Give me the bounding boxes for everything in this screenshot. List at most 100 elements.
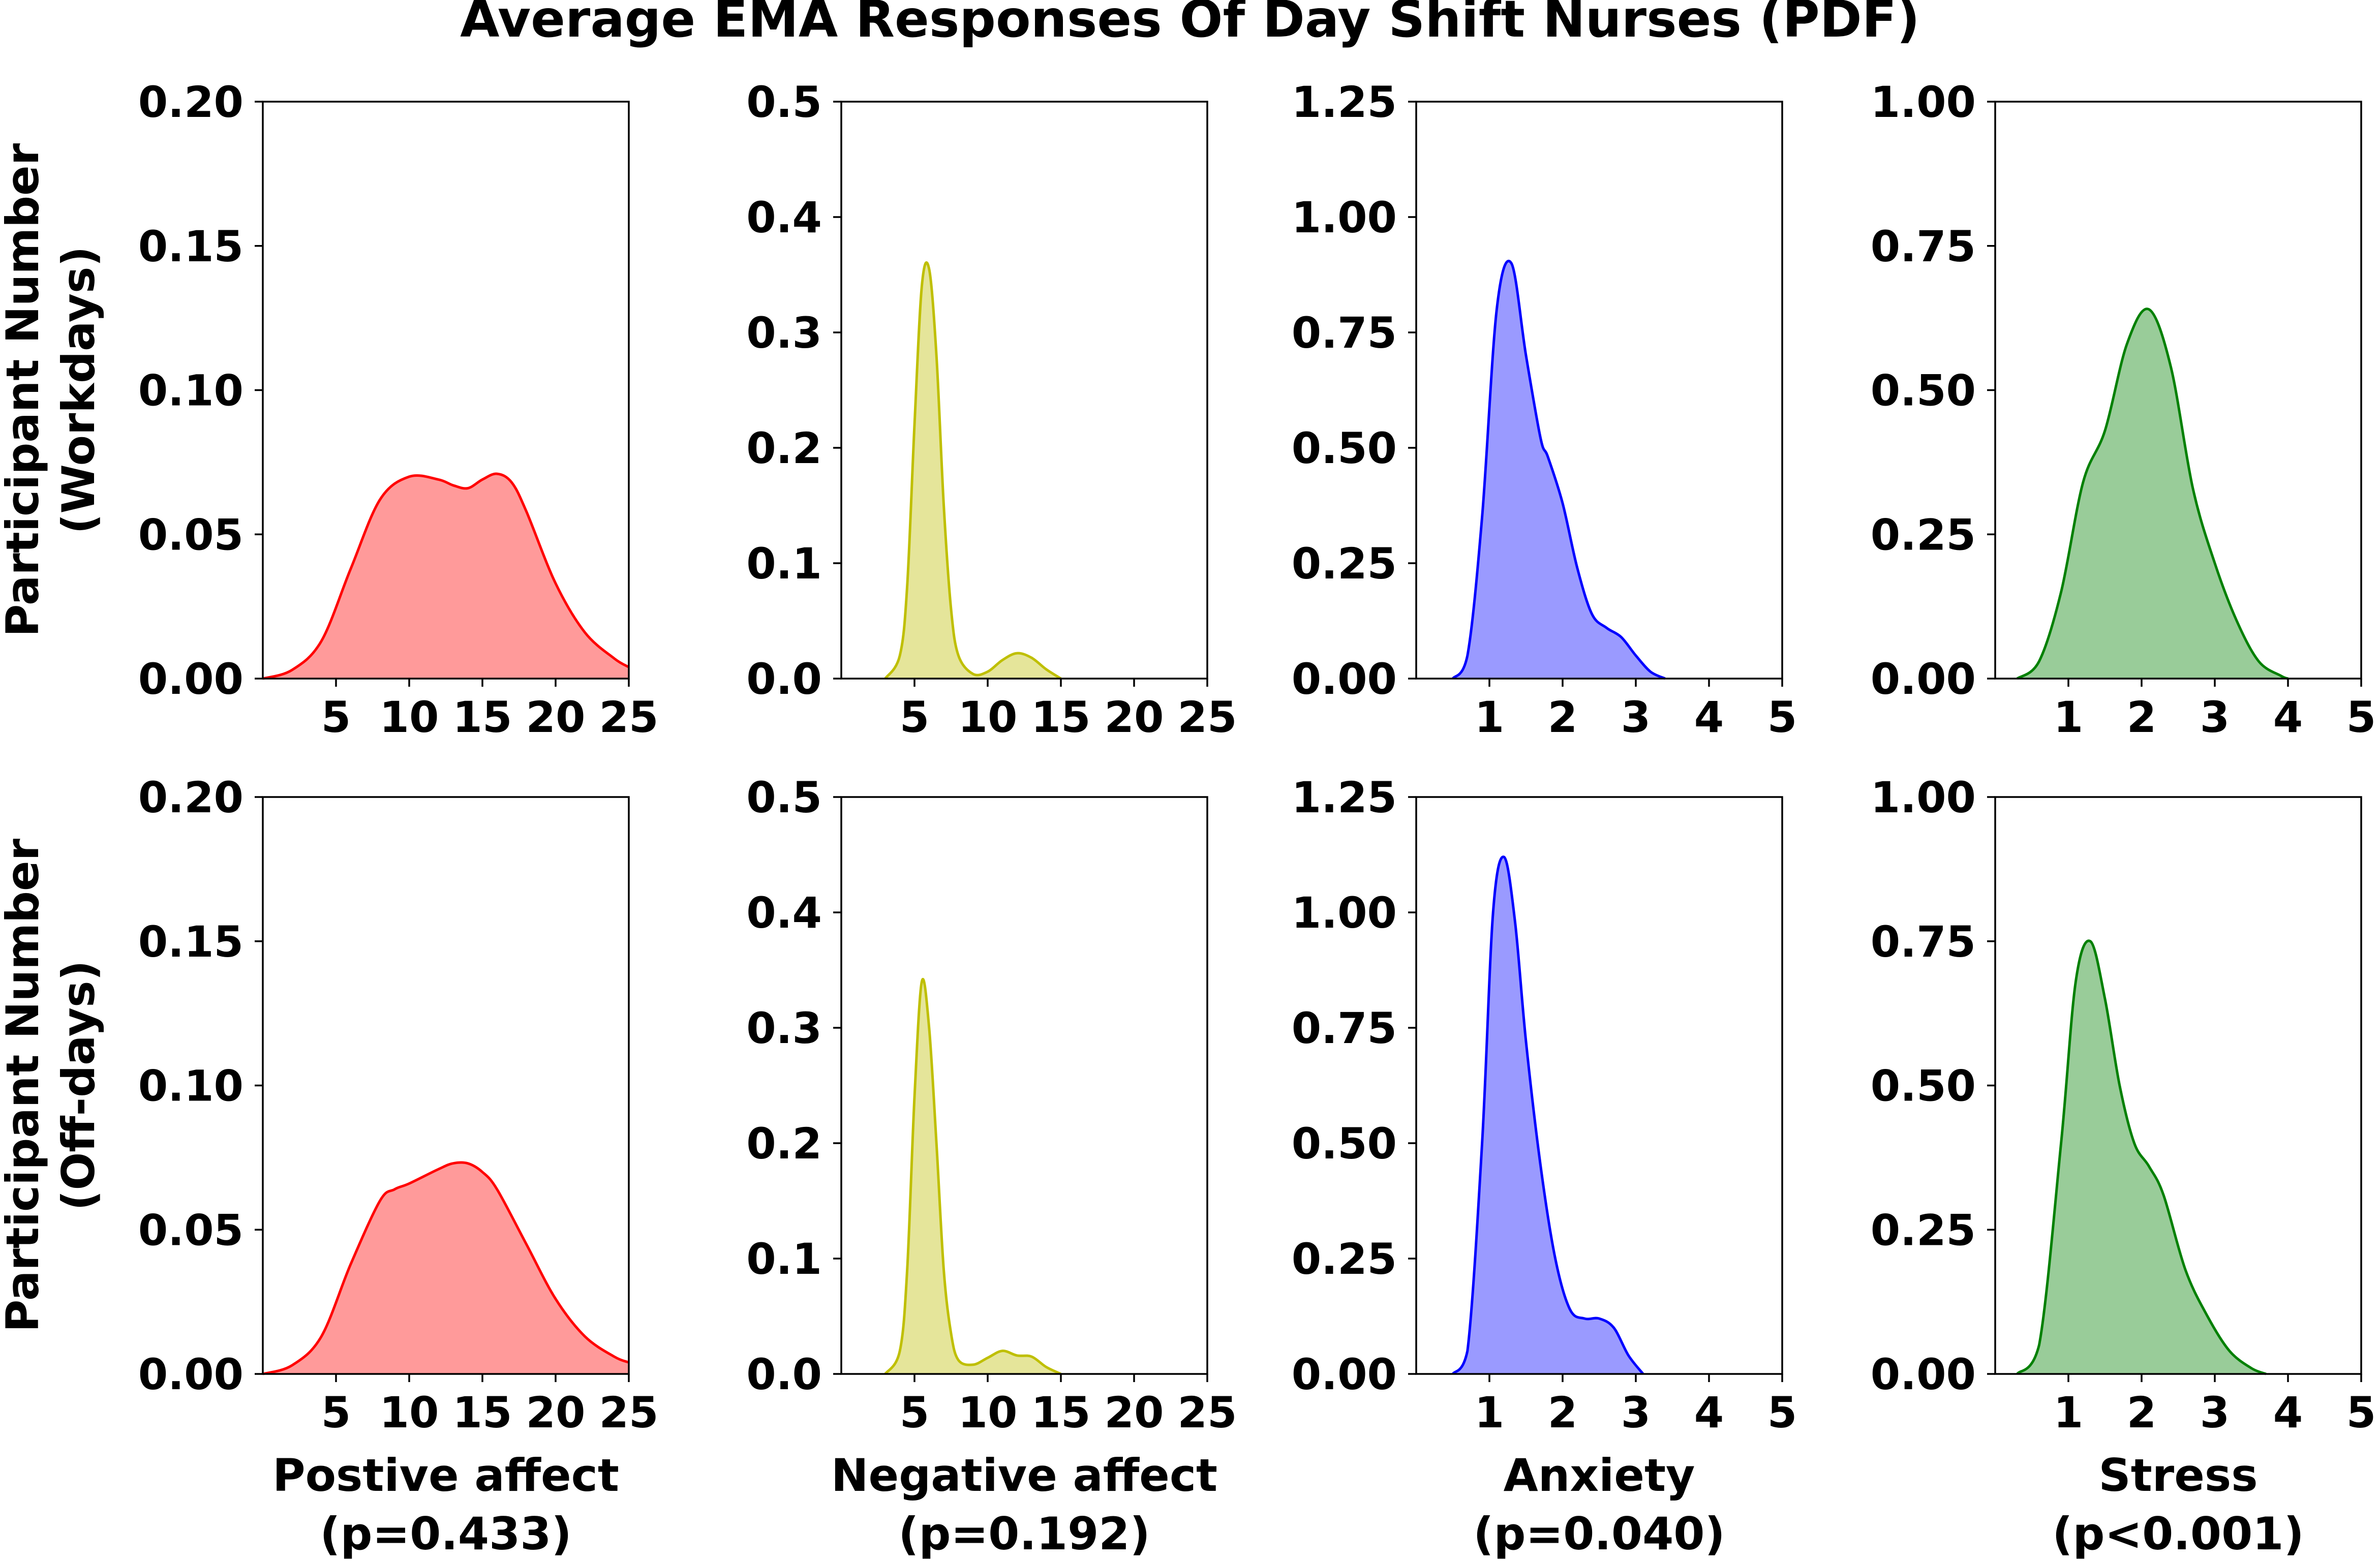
y-tick-label: 0.50 <box>1871 1061 1976 1111</box>
y-tick-label: 0.00 <box>138 1350 243 1399</box>
x-tick-label: 3 <box>1621 1388 1651 1437</box>
density-curve <box>884 261 1062 680</box>
y-tick-label: 0.3 <box>746 1003 822 1053</box>
y-tick-label: 1.25 <box>1292 773 1397 822</box>
x-tick-label: 10 <box>380 692 439 742</box>
y-tick-label: 0.15 <box>138 917 243 967</box>
x-tick-label: 4 <box>1694 1388 1724 1437</box>
x-tick-label: 4 <box>1694 692 1724 742</box>
y-tick-label: 0.2 <box>746 423 822 473</box>
y-tick-label: 0.4 <box>746 888 822 938</box>
density-curve <box>2016 308 2289 680</box>
y-tick-label: 0.5 <box>746 773 822 822</box>
subplot-workdays-1: 0.00 0.05 0.10 0.15 0.20 5 10 15 20 25 <box>138 77 659 742</box>
x-tick-label: 1 <box>1475 692 1504 742</box>
x-tick-label: 2 <box>2127 1388 2156 1437</box>
x-tick-label: 20 <box>526 692 586 742</box>
x-tick-label: 20 <box>1105 1388 1164 1437</box>
y-tick-label: 0.05 <box>138 1205 243 1255</box>
density-area-fill <box>263 1162 629 1374</box>
density-area-fill <box>263 474 629 679</box>
x-tick-label: 1 <box>2054 692 2083 742</box>
y-tick-label: 0.75 <box>1292 1003 1397 1053</box>
x-tick-label: 3 <box>2200 1388 2230 1437</box>
x-tick-label: 15 <box>1031 692 1091 742</box>
x-tick-label: 5 <box>321 692 351 742</box>
subplot-grid: 0.000.050.100.150.205 10 15 20 250.00.10.20.… <box>0 77 2376 1560</box>
y-tick-label: 0.50 <box>1292 1119 1397 1169</box>
density-area-fill <box>1453 261 1665 679</box>
density-area-fill <box>1453 856 1643 1374</box>
x-tick-label: 2 <box>1548 1388 1577 1437</box>
x-tick-label: 10 <box>380 1388 439 1437</box>
y-axis-label-row2-line1: Participant Number <box>0 838 49 1332</box>
x-tick-label: 1 <box>2054 1388 2083 1437</box>
y-tick-label: 0.00 <box>1871 654 1976 704</box>
y-tick-label: 0.75 <box>1871 222 1976 271</box>
x-tick-label: 25 <box>1178 1388 1237 1437</box>
x-tick-label: 5 <box>2346 692 2376 742</box>
y-tick-label: 0.25 <box>1292 1234 1397 1284</box>
y-tick-label: 0.1 <box>746 1234 822 1284</box>
y-tick-label: 1.00 <box>1871 773 1976 822</box>
x-tick-label: 4 <box>2273 1388 2303 1437</box>
x-tick-label: 15 <box>453 1388 512 1437</box>
x-tick-label: 20 <box>526 1388 586 1437</box>
x-tick-label: 10 <box>958 692 1018 742</box>
y-tick-label: 0.05 <box>138 510 243 560</box>
x-tick-label: 3 <box>2200 692 2230 742</box>
y-tick-label: 1.00 <box>1292 888 1397 938</box>
y-tick-label: 0.00 <box>1871 1350 1976 1399</box>
x-tick-label: 2 <box>1548 692 1577 742</box>
axes-frame <box>1415 796 1783 1375</box>
subplot-offdays-2: 0.0 0.1 0.2 0.3 0.4 0.5 5 10 15 20 25 <box>746 773 1237 1437</box>
y-tick-label: 1.00 <box>1871 77 1976 127</box>
y-tick-label: 0.10 <box>138 366 243 416</box>
x-tick-label: 25 <box>599 1388 659 1437</box>
y-tick-label: 0.4 <box>746 193 822 242</box>
x-axis-label-col3-line2: (p=0.040) <box>1473 1508 1725 1560</box>
y-tick-label: 0.00 <box>1292 654 1397 704</box>
x-tick-label: 5 <box>1767 692 1797 742</box>
y-tick-label: 0.50 <box>1292 423 1397 473</box>
axes-frame <box>840 101 1208 680</box>
density-curve <box>2016 939 2267 1375</box>
x-tick-label: 10 <box>958 1388 1018 1437</box>
x-tick-label: 5 <box>900 692 929 742</box>
density-curve <box>884 977 1062 1375</box>
x-tick-label: 2 <box>2127 692 2156 742</box>
figure-title: Average EMA Responses Of Day Shift Nurse… <box>460 0 1920 49</box>
axes-frame <box>1415 101 1783 680</box>
density-area-fill <box>885 262 1061 679</box>
x-tick-label: 25 <box>599 692 659 742</box>
y-tick-label: 0.00 <box>1292 1350 1397 1399</box>
axes-frame <box>840 796 1208 1375</box>
density-area-fill <box>885 979 1061 1374</box>
density-curve <box>1451 855 1644 1375</box>
subplot-offdays-4: 0.00 0.25 0.50 0.75 1.00 1 2 3 4 5 <box>1871 773 2376 1437</box>
y-tick-label: 0.75 <box>1871 917 1976 967</box>
x-tick-label: 4 <box>2273 692 2303 742</box>
y-tick-label: 0.25 <box>1292 539 1397 589</box>
x-tick-label: 15 <box>1031 1388 1091 1437</box>
y-tick-label: 1.25 <box>1292 77 1397 127</box>
y-tick-label: 1.00 <box>1292 193 1397 242</box>
y-tick-label: 0.3 <box>746 308 822 358</box>
y-tick-label: 0.00 <box>138 654 243 704</box>
y-axis-label-row1-line2: (Workdays) <box>52 246 105 534</box>
x-tick-label: 5 <box>2346 1388 2376 1437</box>
y-tick-label: 0.20 <box>138 77 243 127</box>
x-axis-label-col2-line2: (p=0.192) <box>898 1508 1150 1560</box>
density-curve <box>262 472 630 680</box>
x-axis-label-col4-line1: Stress <box>2098 1449 2257 1502</box>
y-tick-label: 0.0 <box>746 654 822 704</box>
y-tick-label: 0.25 <box>1871 510 1976 560</box>
x-tick-label: 5 <box>1767 1388 1797 1437</box>
density-curve <box>1451 260 1666 680</box>
x-axis-label-col3-line1: Anxiety <box>1504 1449 1695 1502</box>
y-tick-label: 0.5 <box>746 77 822 127</box>
y-tick-label: 0.75 <box>1292 308 1397 358</box>
y-tick-label: 0.0 <box>746 1350 822 1399</box>
x-tick-label: 5 <box>321 1388 351 1437</box>
